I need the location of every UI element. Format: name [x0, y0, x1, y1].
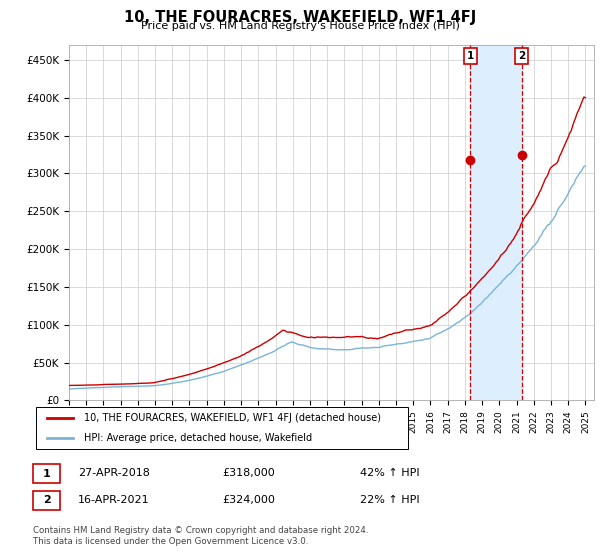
Text: Contains HM Land Registry data © Crown copyright and database right 2024.
This d: Contains HM Land Registry data © Crown c… [33, 526, 368, 546]
Text: 10, THE FOURACRES, WAKEFIELD, WF1 4FJ (detached house): 10, THE FOURACRES, WAKEFIELD, WF1 4FJ (d… [85, 413, 382, 423]
Bar [470, 45, 521, 400]
FancyBboxPatch shape [33, 491, 60, 510]
Text: Price paid vs. HM Land Registry's House Price Index (HPI): Price paid vs. HM Land Registry's House … [140, 21, 460, 31]
Text: 1: 1 [467, 51, 474, 61]
Text: £318,000: £318,000 [222, 468, 275, 478]
Text: 1: 1 [43, 469, 50, 479]
FancyBboxPatch shape [36, 407, 408, 449]
Text: £324,000: £324,000 [222, 494, 275, 505]
Text: 27-APR-2018: 27-APR-2018 [78, 468, 150, 478]
Text: 42% ↑ HPI: 42% ↑ HPI [360, 468, 419, 478]
Text: 16-APR-2021: 16-APR-2021 [78, 494, 149, 505]
Text: 2: 2 [43, 495, 50, 505]
Text: 22% ↑ HPI: 22% ↑ HPI [360, 494, 419, 505]
Text: 2: 2 [518, 51, 525, 61]
Text: 10, THE FOURACRES, WAKEFIELD, WF1 4FJ: 10, THE FOURACRES, WAKEFIELD, WF1 4FJ [124, 10, 476, 25]
FancyBboxPatch shape [33, 464, 60, 483]
Text: HPI: Average price, detached house, Wakefield: HPI: Average price, detached house, Wake… [85, 433, 313, 443]
